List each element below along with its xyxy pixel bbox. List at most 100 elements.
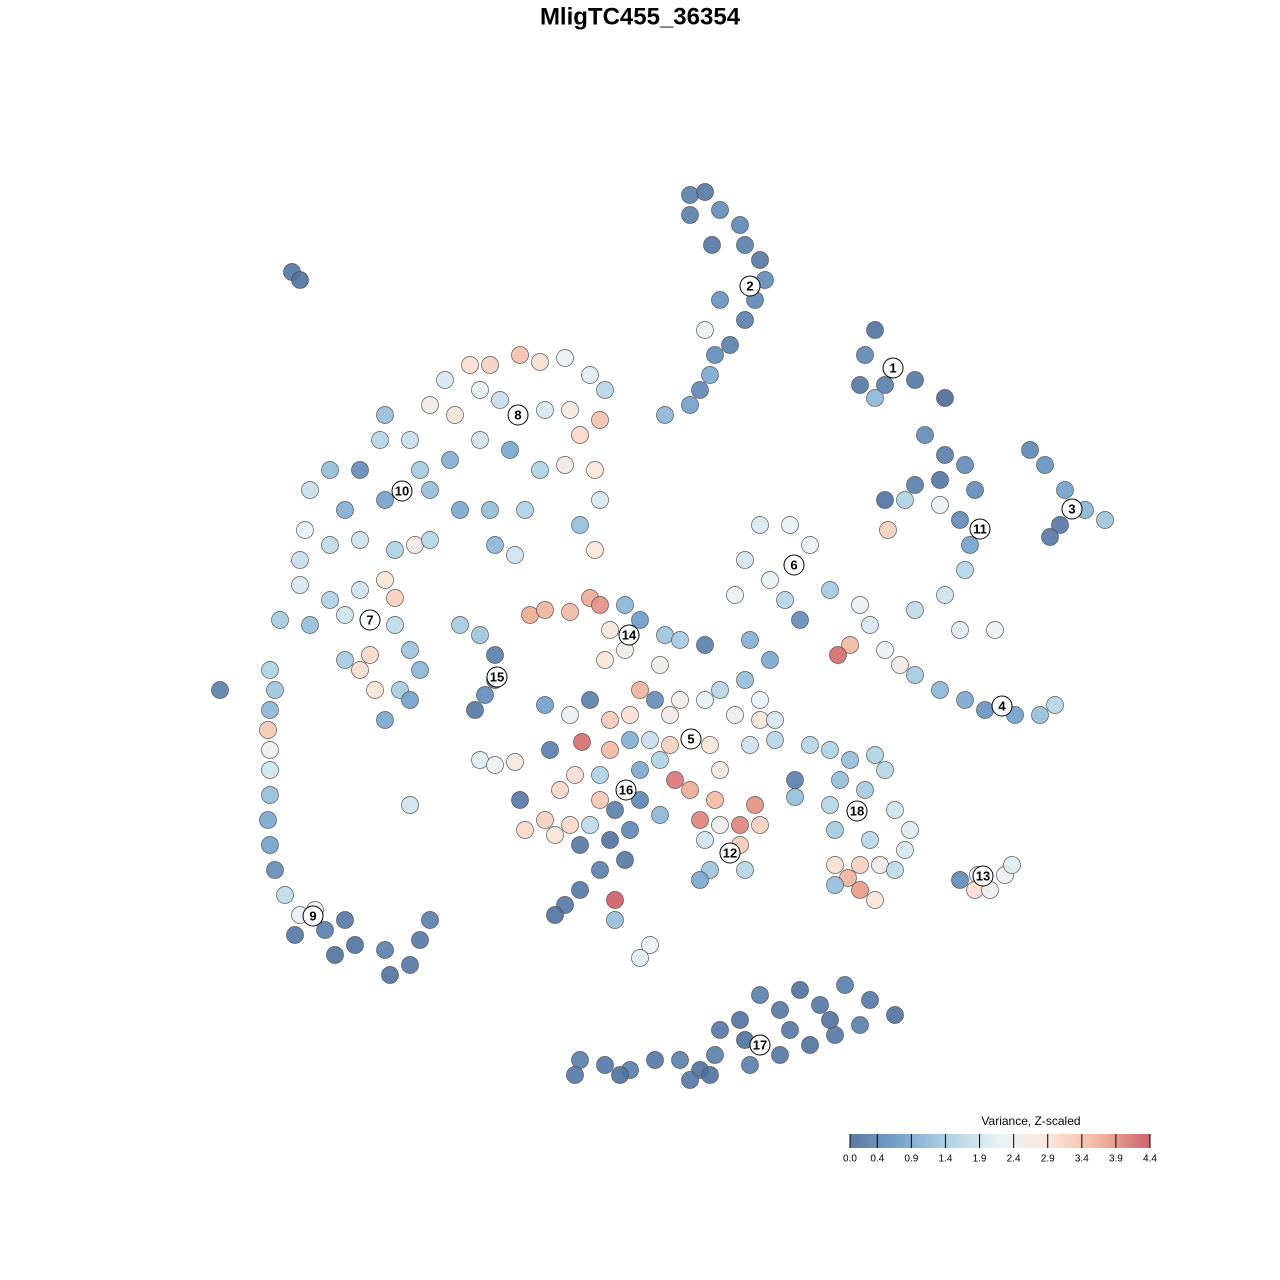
point: [841, 636, 859, 654]
point: [656, 626, 674, 644]
point: [751, 816, 769, 834]
point: [706, 346, 724, 364]
point: [326, 946, 344, 964]
point: [1041, 528, 1059, 546]
point: [481, 501, 499, 519]
point: [631, 949, 649, 967]
cluster-marker: [680, 728, 702, 750]
colorbar-tick-label: 1.4: [939, 1154, 953, 1165]
point: [761, 651, 779, 669]
point: [696, 691, 714, 709]
point: [291, 576, 309, 594]
point: [681, 206, 699, 224]
point: [441, 451, 459, 469]
point: [1021, 441, 1039, 459]
point: [301, 481, 319, 499]
point: [571, 1051, 589, 1069]
point: [866, 321, 884, 339]
cluster-marker: [783, 554, 805, 576]
point: [606, 911, 624, 929]
cluster-label: 2: [746, 278, 753, 293]
point: [261, 836, 279, 854]
chart-title: MligTC455_36354: [540, 3, 741, 30]
point: [481, 356, 499, 374]
point: [351, 531, 369, 549]
point: [886, 1006, 904, 1024]
point: [566, 1066, 584, 1084]
point: [266, 681, 284, 699]
cluster-marker: [972, 865, 994, 887]
point: [261, 761, 279, 779]
point: [421, 911, 439, 929]
point: [536, 401, 554, 419]
point: [906, 476, 924, 494]
point: [266, 861, 284, 879]
point: [471, 751, 489, 769]
point: [631, 611, 649, 629]
point: [551, 781, 569, 799]
colorbar-tick-label: 0.9: [904, 1154, 918, 1165]
cluster-marker: [969, 518, 991, 540]
point: [411, 461, 429, 479]
point: [376, 406, 394, 424]
point: [711, 681, 729, 699]
point: [731, 1011, 749, 1029]
point: [1056, 481, 1074, 499]
point: [321, 461, 339, 479]
cluster-marker: [486, 666, 508, 688]
point: [671, 1051, 689, 1069]
point: [751, 986, 769, 1004]
cluster-label: 11: [973, 521, 987, 536]
point: [826, 821, 844, 839]
point: [546, 906, 564, 924]
point: [651, 751, 669, 769]
point: [571, 836, 589, 854]
point: [601, 621, 619, 639]
point: [573, 733, 591, 751]
point: [851, 856, 869, 874]
point: [876, 761, 894, 779]
point: [561, 706, 579, 724]
colorbar: [850, 1134, 1150, 1148]
point: [1051, 516, 1069, 534]
point: [596, 1056, 614, 1074]
point: [896, 491, 914, 509]
cluster-marker: [507, 404, 529, 426]
point: [826, 876, 844, 894]
point: [696, 183, 714, 201]
point: [706, 1046, 724, 1064]
point: [876, 641, 894, 659]
point: [601, 831, 619, 849]
point: [491, 391, 509, 409]
point: [931, 496, 949, 514]
point: [966, 481, 984, 499]
point: [1031, 706, 1049, 724]
point: [531, 461, 549, 479]
point: [711, 201, 729, 219]
cluster-label: 17: [753, 1037, 767, 1052]
point: [411, 931, 429, 949]
point: [861, 616, 879, 634]
point: [591, 861, 609, 879]
point: [751, 516, 769, 534]
point: [766, 731, 784, 749]
point: [376, 711, 394, 729]
point: [601, 741, 619, 759]
point: [746, 796, 764, 814]
point: [956, 456, 974, 474]
point: [821, 1011, 839, 1029]
point: [781, 1021, 799, 1039]
point: [916, 426, 934, 444]
point: [736, 861, 754, 879]
colorbar-tick-label: 3.4: [1075, 1154, 1089, 1165]
cluster-marker: [391, 480, 413, 502]
point: [906, 371, 924, 389]
point: [703, 236, 721, 254]
point: [906, 666, 924, 684]
point: [566, 766, 584, 784]
point: [856, 781, 874, 799]
point: [696, 321, 714, 339]
point: [261, 661, 279, 679]
point: [811, 996, 829, 1014]
